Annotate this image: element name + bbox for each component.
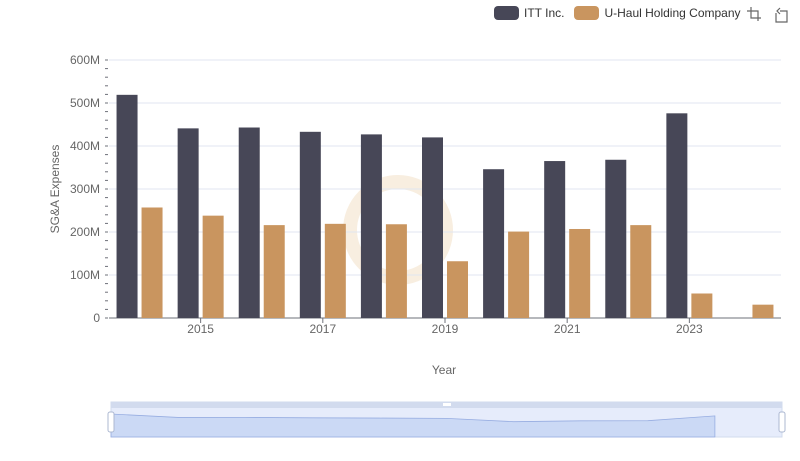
zoom-preview-area <box>110 413 716 438</box>
y-tick-label: 300M <box>70 182 100 196</box>
zoom-drag-grip[interactable] <box>443 403 451 406</box>
y-tick-label: 600M <box>70 53 100 67</box>
data-zoom-icon[interactable] <box>746 6 764 24</box>
bar-uhaul-2022[interactable] <box>630 225 652 318</box>
y-tick-label: 200M <box>70 225 100 239</box>
zoom-handle-right[interactable] <box>778 411 786 433</box>
bar-itt-2020[interactable] <box>483 169 505 318</box>
legend-label-itt: ITT Inc. <box>524 6 565 20</box>
y-tick-label: 500M <box>70 96 100 110</box>
bar-marks[interactable] <box>116 94 774 318</box>
bar-uhaul-2020[interactable] <box>508 231 530 318</box>
bar-uhaul-2015[interactable] <box>202 215 224 318</box>
legend: ITT Inc. U-Haul Holding Company <box>494 4 751 22</box>
x-tick-label: 2019 <box>432 322 459 336</box>
bar-uhaul-2021[interactable] <box>569 228 591 318</box>
bar-itt-2015[interactable] <box>177 128 199 318</box>
legend-label-uhaul: U-Haul Holding Company <box>604 6 741 20</box>
bar-itt-2021[interactable] <box>544 161 566 318</box>
bar-itt-2023[interactable] <box>666 113 688 318</box>
bar-itt-2022[interactable] <box>605 159 627 318</box>
x-tick-label: 2023 <box>676 322 703 336</box>
bar-itt-2017[interactable] <box>299 131 321 318</box>
bar-uhaul-2016[interactable] <box>263 225 285 318</box>
legend-swatch-uhaul <box>574 6 600 20</box>
bar-uhaul-2024[interactable] <box>752 304 774 318</box>
bar-uhaul-2014[interactable] <box>141 207 163 318</box>
bar-itt-2018[interactable] <box>360 134 382 318</box>
y-tick-label: 400M <box>70 139 100 153</box>
legend-item-uhaul[interactable]: U-Haul Holding Company <box>574 6 741 20</box>
bar-itt-2019[interactable] <box>422 137 443 318</box>
y-tick-label: 0 <box>93 311 100 325</box>
legend-item-itt[interactable]: ITT Inc. <box>494 6 564 20</box>
x-axis-title: Year <box>432 363 456 377</box>
y-axis-title: SG&A Expenses <box>48 145 62 234</box>
y-axis: 0 100M 200M 300M 400M 500M 600M <box>70 53 108 325</box>
bar-uhaul-2017[interactable] <box>324 223 346 318</box>
x-tick-label: 2015 <box>187 322 214 336</box>
bar-itt-2016[interactable] <box>238 127 260 318</box>
chart-toolbar <box>746 6 798 24</box>
bar-uhaul-2023[interactable] <box>691 293 713 318</box>
bar-uhaul-2018[interactable] <box>385 224 407 318</box>
data-zoom-slider[interactable] <box>107 401 786 438</box>
x-tick-label: 2017 <box>309 322 336 336</box>
bar-itt-2014[interactable] <box>116 94 138 318</box>
y-tick-label: 100M <box>70 268 100 282</box>
zoom-handle-left[interactable] <box>107 411 115 433</box>
x-axis: 2015 2017 2019 2021 2023 <box>109 317 781 336</box>
restore-icon[interactable] <box>772 6 790 24</box>
x-tick-label: 2021 <box>554 322 581 336</box>
bar-uhaul-2019[interactable] <box>447 261 468 318</box>
legend-swatch-itt <box>494 6 519 20</box>
